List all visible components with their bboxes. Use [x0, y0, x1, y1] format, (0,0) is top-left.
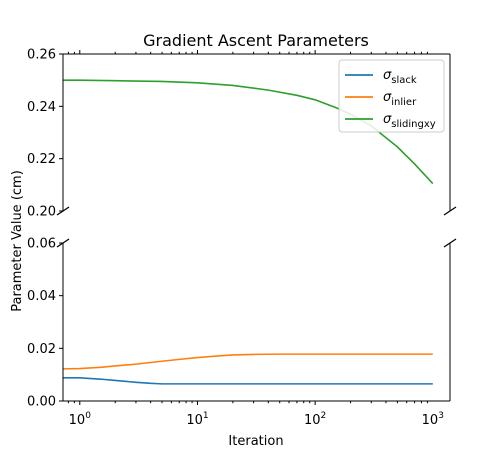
y-tick-label: 0.06 [27, 237, 56, 252]
x-axis-label: Iteration [228, 434, 283, 449]
chart-title: Gradient Ascent Parameters [143, 31, 369, 50]
legend-entry-slidingxy: σslidingxy [383, 112, 436, 130]
break-mark [56, 238, 70, 248]
series-line-inlier-bottom [63, 353, 433, 370]
series-line-slack-bottom [63, 377, 433, 385]
y-tick-label: 0.20 [27, 205, 56, 220]
legend-entry-inlier: σinlier [383, 90, 417, 108]
y-tick-label: 0.22 [27, 152, 56, 167]
break-mark [443, 238, 457, 248]
y-tick-label: 0.04 [27, 289, 56, 304]
legend-box [338, 59, 445, 133]
y-tick-label: 0.24 [27, 100, 56, 115]
break-mark [443, 206, 457, 216]
legend-entry-slack: σslack [383, 68, 417, 86]
legend: σslack σinlier σslidingxy [338, 59, 445, 133]
top-panel: 0.20 0.22 0.24 0.26 [27, 48, 451, 220]
y-tick-label: 0.00 [27, 395, 56, 410]
x-tick-label: 100 [69, 411, 92, 428]
bottom-panel: 0.00 0.02 0.04 0.06 100 101 102 103 [27, 237, 451, 428]
axis-break-marks [56, 206, 457, 248]
y-tick-label: 0.26 [27, 48, 56, 63]
y-axis-label: Parameter Value (cm) [10, 170, 25, 312]
y-tick-label: 0.02 [27, 342, 56, 357]
series-line-slidingxy-top [63, 79, 434, 185]
x-tick-label: 101 [186, 411, 208, 428]
break-mark [56, 206, 70, 216]
x-tick-label: 102 [304, 411, 326, 428]
x-tick-label: 103 [422, 411, 444, 428]
